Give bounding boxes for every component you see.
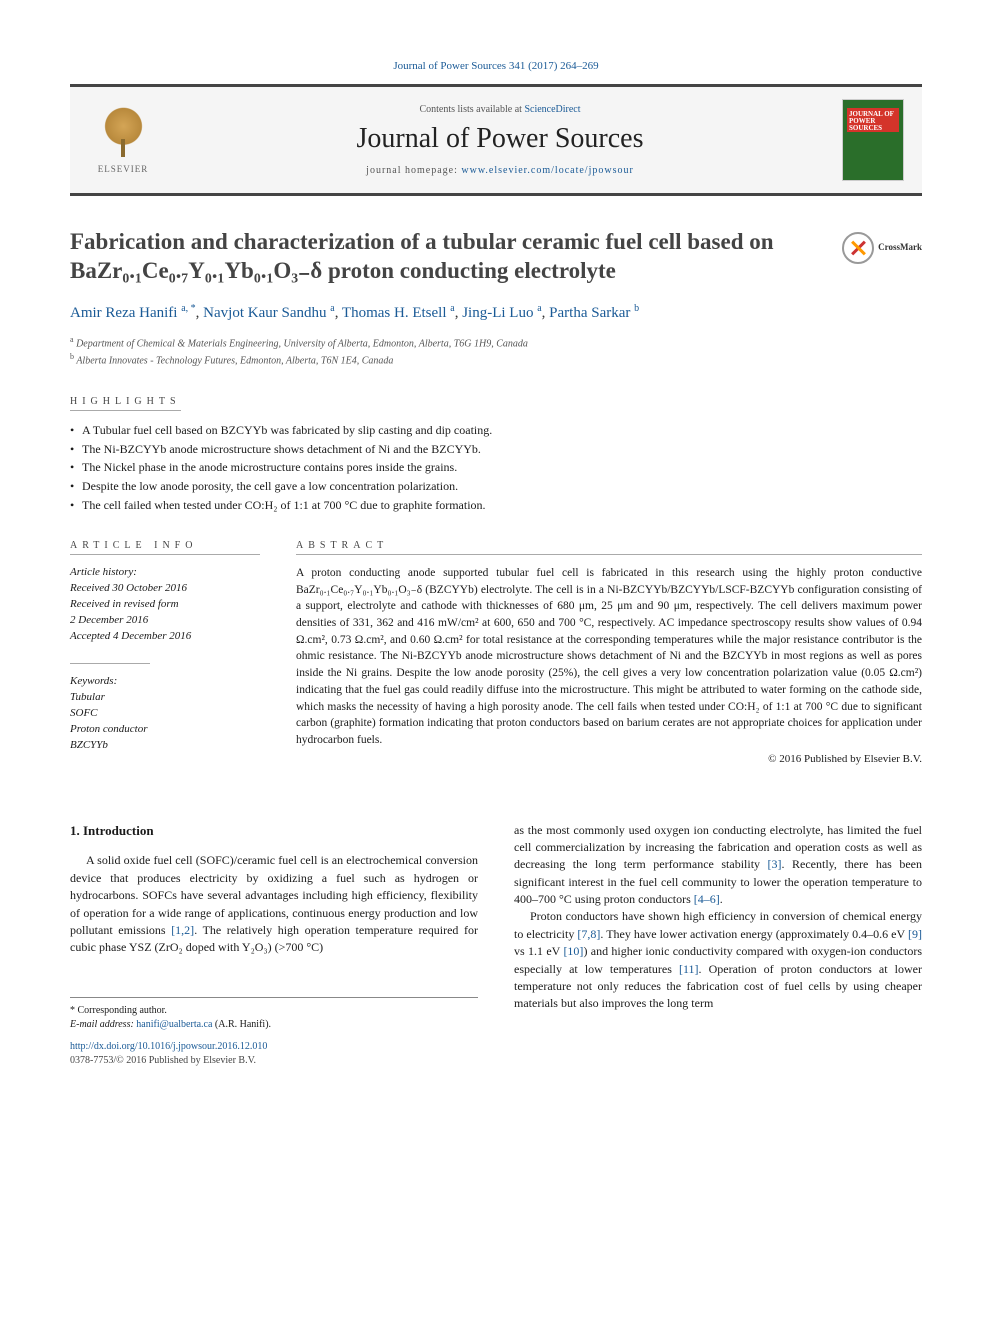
ref-link[interactable]: [10] xyxy=(563,944,583,958)
affiliations: a Department of Chemical & Materials Eng… xyxy=(70,334,922,369)
affil-sup: a xyxy=(537,303,541,314)
citation-link[interactable]: Journal of Power Sources 341 (2017) 264–… xyxy=(70,60,922,72)
crossmark-button[interactable]: CrossMark xyxy=(842,232,922,264)
revised-date: Received in revised form xyxy=(70,597,260,613)
body-paragraph: Proton conductors have shown high effici… xyxy=(514,908,922,1012)
elsevier-label: ELSEVIER xyxy=(98,164,149,174)
affiliation-a: Department of Chemical & Materials Engin… xyxy=(74,338,528,349)
body-paragraph: A solid oxide fuel cell (SOFC)/ceramic f… xyxy=(70,852,478,956)
revised-date: 2 December 2016 xyxy=(70,613,260,629)
author-link[interactable]: Thomas H. Etsell xyxy=(342,305,447,321)
homepage-link[interactable]: www.elsevier.com/locate/jpowsour xyxy=(461,165,633,176)
email-line: E-mail address: hanifi@ualberta.ca (A.R.… xyxy=(70,1018,478,1032)
email-link[interactable]: hanifi@ualberta.ca xyxy=(136,1019,212,1030)
keyword: Tubular xyxy=(70,690,260,706)
issn-copyright: 0378-7753/© 2016 Published by Elsevier B… xyxy=(70,1054,478,1069)
highlight-item: A Tubular fuel cell based on BZCYYb was … xyxy=(70,421,922,440)
journal-title: Journal of Power Sources xyxy=(158,123,842,155)
keywords-block: Keywords: Tubular SOFC Proton conductor … xyxy=(70,674,260,754)
ref-link[interactable]: [3] xyxy=(768,857,782,871)
column-right: as the most commonly used oxygen ion con… xyxy=(514,822,922,1069)
doi-link[interactable]: http://dx.doi.org/10.1016/j.jpowsour.201… xyxy=(70,1040,478,1055)
elsevier-logo[interactable]: ELSEVIER xyxy=(88,103,158,178)
column-left: 1. Introduction A solid oxide fuel cell … xyxy=(70,822,478,1069)
cover-text: JOURNAL OF POWER SOURCES xyxy=(849,111,894,132)
history-label: Article history: xyxy=(70,565,260,581)
homepage-line: journal homepage: www.elsevier.com/locat… xyxy=(158,165,842,176)
affil-sup: b xyxy=(634,303,639,314)
contents-line: Contents lists available at ScienceDirec… xyxy=(158,104,842,115)
abstract-label: ABSTRACT xyxy=(296,540,922,555)
ref-link[interactable]: [9] xyxy=(908,927,922,941)
highlights-section: HIGHLIGHTS A Tubular fuel cell based on … xyxy=(70,392,922,514)
journal-cover-thumbnail[interactable]: JOURNAL OF POWER SOURCES xyxy=(842,99,904,181)
highlights-label: HIGHLIGHTS xyxy=(70,396,181,411)
crossmark-label: CrossMark xyxy=(878,242,922,253)
highlight-item: The Nickel phase in the anode microstruc… xyxy=(70,458,922,477)
footnotes: * Corresponding author. E-mail address: … xyxy=(70,997,478,1032)
article-title: Fabrication and characterization of a tu… xyxy=(70,228,922,286)
author-link[interactable]: Navjot Kaur Sandhu xyxy=(203,305,326,321)
homepage-prefix: journal homepage: xyxy=(366,165,461,176)
keyword: BZCYYb xyxy=(70,738,260,754)
keywords-label: Keywords: xyxy=(70,674,260,690)
contents-prefix: Contents lists available at xyxy=(419,104,524,115)
highlight-item: Despite the low anode porosity, the cell… xyxy=(70,477,922,496)
abstract-text: A proton conducting anode supported tubu… xyxy=(296,565,922,748)
divider xyxy=(70,663,150,664)
author-link[interactable]: Jing-Li Luo xyxy=(462,305,533,321)
affil-sup: a xyxy=(450,303,454,314)
received-date: Received 30 October 2016 xyxy=(70,581,260,597)
article-info-label: ARTICLE INFO xyxy=(70,540,260,555)
body-paragraph: as the most commonly used oxygen ion con… xyxy=(514,822,922,909)
highlights-list: A Tubular fuel cell based on BZCYYb was … xyxy=(70,421,922,514)
author-list: Amir Reza Hanifi a, *, Navjot Kaur Sandh… xyxy=(70,302,922,324)
keyword: SOFC xyxy=(70,706,260,722)
ref-link[interactable]: [1,2] xyxy=(171,923,194,937)
ref-link[interactable]: [7,8] xyxy=(577,927,600,941)
header-center: Contents lists available at ScienceDirec… xyxy=(158,104,842,176)
highlight-item: The Ni-BZCYYb anode microstructure shows… xyxy=(70,440,922,459)
article-info-section: ARTICLE INFO Article history: Received 3… xyxy=(70,540,260,771)
affiliation-b: Alberta Innovates - Technology Futures, … xyxy=(74,355,393,366)
author-link[interactable]: Partha Sarkar xyxy=(549,305,630,321)
article-history: Article history: Received 30 October 201… xyxy=(70,565,260,645)
info-abstract-row: ARTICLE INFO Article history: Received 3… xyxy=(70,540,922,771)
abstract-copyright: © 2016 Published by Elsevier B.V. xyxy=(296,753,922,765)
affil-sup: a, * xyxy=(181,303,195,314)
abstract-section: ABSTRACT A proton conducting anode suppo… xyxy=(296,540,922,771)
corresponding-note: * Corresponding author. xyxy=(70,1004,478,1018)
author-link[interactable]: Amir Reza Hanifi xyxy=(70,305,177,321)
body-columns: 1. Introduction A solid oxide fuel cell … xyxy=(70,822,922,1069)
journal-header: ELSEVIER Contents lists available at Sci… xyxy=(70,84,922,196)
ref-link[interactable]: [11] xyxy=(679,962,699,976)
ref-link[interactable]: [4–6] xyxy=(694,892,720,906)
accepted-date: Accepted 4 December 2016 xyxy=(70,629,260,645)
elsevier-tree-icon xyxy=(96,107,151,162)
highlight-item: The cell failed when tested under CO:H₂ … xyxy=(70,496,922,515)
keyword: Proton conductor xyxy=(70,722,260,738)
crossmark-icon xyxy=(842,232,874,264)
intro-heading: 1. Introduction xyxy=(70,822,478,841)
affil-sup: a xyxy=(330,303,334,314)
sciencedirect-link[interactable]: ScienceDirect xyxy=(524,104,580,115)
